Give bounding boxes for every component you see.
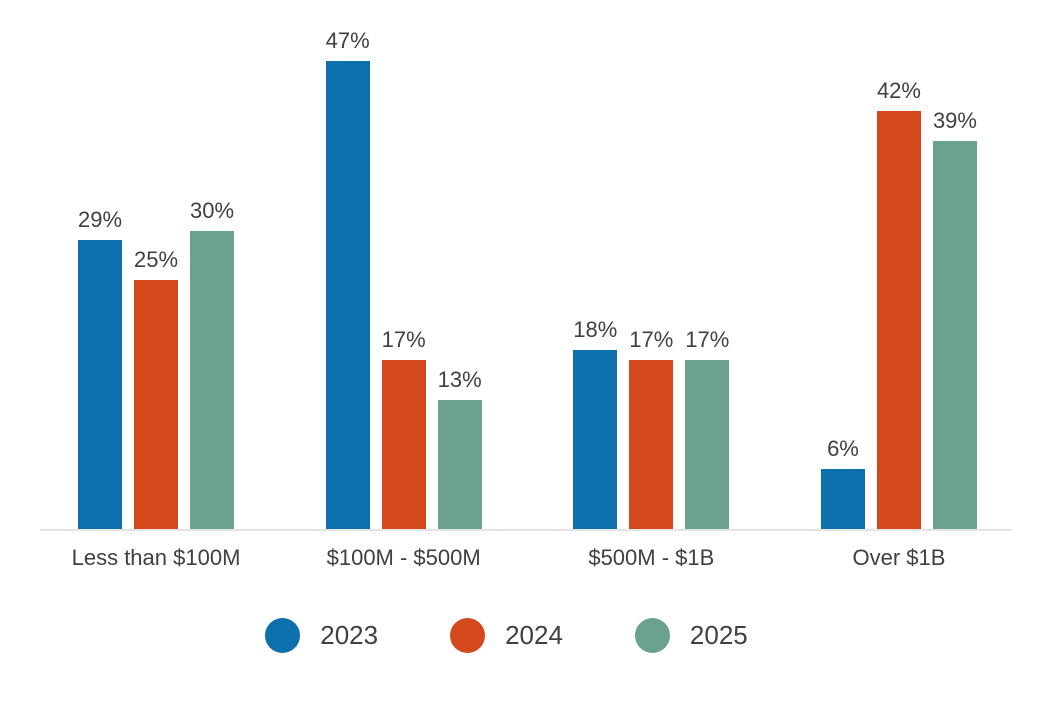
bar-wrap: 13% (437, 367, 482, 529)
category-cell: Over $1B (821, 545, 977, 571)
bar-wrap: 25% (134, 247, 178, 529)
bar-value-label: 39% (932, 107, 977, 133)
bar-group: 18% 17% 17% (573, 317, 730, 529)
bar-2025 (685, 359, 730, 529)
legend-item-2024: 2024 (450, 618, 563, 653)
bar-value-label: 17% (629, 326, 674, 352)
bar-2023 (325, 61, 370, 529)
bar-2023 (820, 469, 865, 529)
legend-dot-icon (450, 618, 486, 653)
category-label: Less than $100M (71, 545, 241, 570)
legend-dot-icon (634, 618, 670, 653)
bar-2024 (381, 359, 426, 529)
bar-group: 47% 17% 13% (325, 28, 482, 529)
bar-wrap: 42% (876, 78, 921, 529)
bar-value-label: 29% (77, 207, 123, 233)
bar-value-label: 25% (133, 247, 179, 273)
bar-value-label: 47% (325, 28, 370, 54)
bar-2023 (78, 240, 122, 529)
category-cell: Less than $100M (72, 545, 241, 571)
bar-wrap: 17% (381, 327, 426, 529)
legend-dot-icon (265, 618, 301, 653)
bar-value-label: 30% (189, 197, 235, 223)
bar-wrap: 18% (573, 317, 618, 529)
legend-item-2023: 2023 (265, 618, 378, 653)
legend-label: 2024 (505, 620, 563, 650)
bar-group: 6% 42% 39% (820, 78, 977, 529)
legend-label: 2025 (689, 620, 748, 650)
bar-2023 (573, 349, 618, 529)
bar-group: 29% 25% 30% (78, 198, 234, 529)
bar-wrap: 29% (78, 207, 122, 529)
category-label: Over $1B (852, 545, 946, 570)
bar-wrap: 17% (629, 327, 674, 529)
bar-2025 (437, 399, 482, 529)
bar-value-label: 13% (437, 366, 482, 392)
plot-area: 29% 25% 30% 47% 17% 13% 18% 17% 17% 6% 42% 39% (78, 0, 977, 529)
bar-wrap: 30% (190, 198, 234, 529)
bar-value-label: 17% (685, 326, 730, 352)
bar-wrap: 47% (325, 28, 370, 529)
bar-wrap: 17% (685, 327, 730, 529)
legend-item-2025: 2025 (634, 618, 748, 653)
bar-2025 (932, 140, 977, 529)
bar-2024 (134, 280, 178, 529)
bar-value-label: 6% (827, 436, 859, 462)
bar-2025 (190, 230, 234, 529)
x-axis-category-labels: Less than $100M $100M - $500M $500M - $1B O… (72, 545, 977, 571)
category-cell: $100M - $500M (326, 545, 482, 571)
bar-value-label: 42% (876, 78, 921, 104)
x-axis-line (40, 529, 1012, 531)
bar-2024 (629, 359, 674, 529)
category-label: $500M - $1B (588, 545, 715, 570)
category-cell: $500M - $1B (573, 545, 729, 571)
bar-value-label: 18% (573, 316, 618, 342)
bar-2024 (876, 111, 921, 529)
legend-label: 2023 (320, 620, 379, 650)
bar-value-label: 17% (381, 326, 426, 352)
bar-wrap: 39% (932, 108, 977, 529)
bar-wrap: 6% (820, 436, 865, 529)
legend: 2023 2024 2025 (0, 618, 1013, 653)
category-label: $100M - $500M (326, 545, 481, 570)
